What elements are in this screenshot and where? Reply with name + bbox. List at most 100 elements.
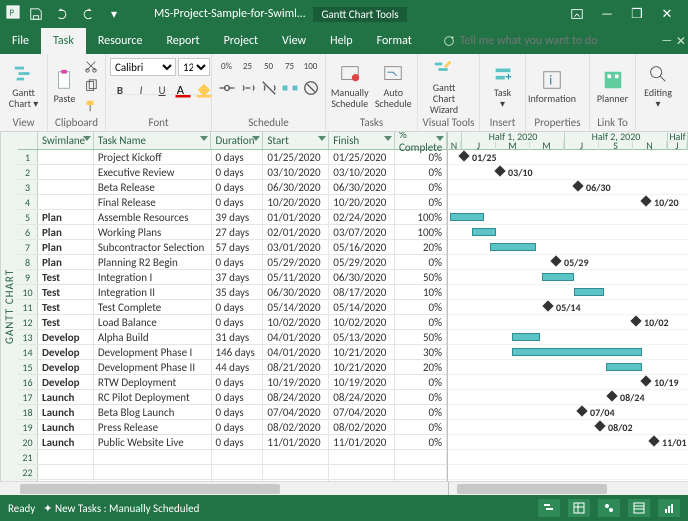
- table-row[interactable]: 16DevelopRTW Deployment0 days10/19/20201…: [18, 375, 447, 390]
- underline-button[interactable]: U: [152, 80, 172, 100]
- view-gantt-icon[interactable]: [538, 499, 560, 517]
- bold-button[interactable]: B: [110, 80, 130, 100]
- gantt-wizard-button[interactable]: Gantt Chart Wizard: [422, 56, 466, 116]
- manually-schedule-button[interactable]: Manually Schedule: [330, 56, 370, 116]
- table-row[interactable]: 15DevelopDevelopment Phase II44 days08/2…: [18, 360, 447, 375]
- table-row[interactable]: 21: [18, 450, 447, 465]
- tab-project[interactable]: Project: [212, 28, 270, 54]
- gantt-chart-button[interactable]: Gantt Chart ▾: [4, 56, 43, 116]
- format-painter-icon[interactable]: [81, 96, 101, 116]
- gantt-row[interactable]: [448, 360, 688, 375]
- table-row[interactable]: 17LaunchRC Pilot Deployment0 days08/24/2…: [18, 390, 447, 405]
- status-newtasks[interactable]: ✦ New Tasks : Manually Scheduled: [43, 502, 199, 515]
- maximize-button[interactable]: ❐: [622, 0, 652, 28]
- table-row[interactable]: 6PlanWorking Plans27 days02/01/202003/07…: [18, 225, 447, 240]
- table-row[interactable]: 4Final Release0 days10/20/202010/20/2020…: [18, 195, 447, 210]
- colhdr-finish[interactable]: Finish: [329, 132, 395, 149]
- colhdr-task-name[interactable]: Task Name: [94, 132, 212, 149]
- gantt-row[interactable]: 10/02: [448, 315, 688, 330]
- gantt-body[interactable]: 01/2503/1006/3010/20 05/29 05/1410/02 10/19…: [448, 150, 688, 481]
- view-resource-sheet-icon[interactable]: [628, 499, 650, 517]
- close-button[interactable]: ✕: [652, 0, 682, 28]
- gantt-row[interactable]: 11/01: [448, 435, 688, 450]
- gantt-row[interactable]: 08/02: [448, 420, 688, 435]
- colhdr-start[interactable]: Start: [263, 132, 329, 149]
- font-name-select[interactable]: Calibri: [110, 58, 176, 76]
- gantt-row[interactable]: 05/29: [448, 255, 688, 270]
- table-row[interactable]: 2Executive Review0 days03/10/202003/10/2…: [18, 165, 447, 180]
- horizontal-scrollbar[interactable]: [0, 481, 688, 495]
- gantt-row[interactable]: [448, 240, 688, 255]
- information-button[interactable]: iInformation: [530, 56, 574, 116]
- table-row[interactable]: 7PlanSubcontractor Selection57 days03/01…: [18, 240, 447, 255]
- gantt-row[interactable]: 07/04: [448, 405, 688, 420]
- inactivate-icon[interactable]: [301, 78, 321, 98]
- view-team-planner-icon[interactable]: [598, 499, 620, 517]
- ribbon-options-icon[interactable]: [562, 0, 592, 28]
- gantt-row[interactable]: [448, 330, 688, 345]
- table-row[interactable]: 1Project Kickoff0 days01/25/202001/25/20…: [18, 150, 447, 165]
- tab-view[interactable]: View: [270, 28, 318, 54]
- table-row[interactable]: 20LaunchPublic Website Live0 days11/01/2…: [18, 435, 447, 450]
- font-size-select[interactable]: 12: [178, 58, 210, 76]
- gantt-row[interactable]: 06/30: [448, 180, 688, 195]
- gantt-row[interactable]: [448, 285, 688, 300]
- split-task-icon[interactable]: [280, 78, 300, 98]
- redo-icon[interactable]: [78, 4, 98, 24]
- gantt-row[interactable]: [448, 210, 688, 225]
- table-row[interactable]: 22: [18, 465, 447, 480]
- tab-format[interactable]: Format: [365, 28, 424, 54]
- tab-file[interactable]: File: [0, 28, 41, 54]
- gantt-row[interactable]: 10/20: [448, 195, 688, 210]
- table-row[interactable]: 5PlanAssemble Resources39 days01/01/2020…: [18, 210, 447, 225]
- minimize-button[interactable]: —: [592, 0, 622, 28]
- select-all-corner[interactable]: [18, 132, 38, 149]
- pct50-button[interactable]: 50: [259, 56, 279, 76]
- auto-schedule-button[interactable]: Auto Schedule: [374, 56, 414, 116]
- pct0-button[interactable]: 0%: [217, 56, 237, 76]
- pct100-button[interactable]: 100: [301, 56, 321, 76]
- table-row[interactable]: 9TestIntegration I37 days05/11/202006/30…: [18, 270, 447, 285]
- colhdr-swimlane[interactable]: Swimlane: [38, 132, 94, 149]
- qat-dropdown-icon[interactable]: ▾: [104, 4, 124, 24]
- table-row[interactable]: 11TestTest Complete0 days05/14/202005/14…: [18, 300, 447, 315]
- tell-me-input[interactable]: [460, 34, 660, 48]
- tab-report[interactable]: Report: [154, 28, 211, 54]
- tab-task[interactable]: Task: [41, 28, 86, 54]
- respect-links-icon[interactable]: [217, 78, 237, 98]
- save-icon[interactable]: [26, 4, 46, 24]
- unlink-tasks-icon[interactable]: [259, 78, 279, 98]
- gantt-row[interactable]: [448, 270, 688, 285]
- colhdr-%-complete[interactable]: % Complete: [395, 132, 447, 149]
- table-row[interactable]: 8PlanPlanning R2 Begin0 days05/29/202005…: [18, 255, 447, 270]
- view-side-tab[interactable]: GANTT CHART: [0, 132, 18, 481]
- table-row[interactable]: 18LaunchBeta Blog Launch0 days07/04/2020…: [18, 405, 447, 420]
- gantt-row[interactable]: 01/25: [448, 150, 688, 165]
- gantt-row[interactable]: 08/24: [448, 390, 688, 405]
- gantt-row[interactable]: 03/10: [448, 165, 688, 180]
- mdi-minimize-button[interactable]: —: [660, 28, 674, 54]
- tab-resource[interactable]: Resource: [86, 28, 155, 54]
- gantt-row[interactable]: [448, 345, 688, 360]
- copy-icon[interactable]: [81, 76, 101, 96]
- fill-color-button[interactable]: [194, 80, 214, 100]
- undo-icon[interactable]: [52, 4, 72, 24]
- tell-me-box[interactable]: [424, 28, 660, 54]
- italic-button[interactable]: I: [131, 80, 151, 100]
- planner-button[interactable]: Planner: [594, 56, 631, 116]
- table-row[interactable]: 19LaunchPress Release0 days08/02/202008/…: [18, 420, 447, 435]
- table-row[interactable]: 14DevelopDevelopment Phase I146 days04/0…: [18, 345, 447, 360]
- gantt-row[interactable]: [448, 225, 688, 240]
- cut-icon[interactable]: [81, 56, 101, 76]
- gantt-row[interactable]: 05/14: [448, 300, 688, 315]
- paste-button[interactable]: Paste: [52, 56, 77, 116]
- pct25-button[interactable]: 25: [238, 56, 258, 76]
- link-tasks-icon[interactable]: [238, 78, 258, 98]
- table-row[interactable]: 13DevelopAlpha Build31 days04/01/202005/…: [18, 330, 447, 345]
- gantt-row[interactable]: 10/19: [448, 375, 688, 390]
- font-color-button[interactable]: A: [173, 80, 193, 100]
- table-row[interactable]: 3Beta Release0 days06/30/202006/30/20200…: [18, 180, 447, 195]
- insert-task-button[interactable]: Task ▾: [484, 56, 521, 116]
- editing-button[interactable]: Editing ▾: [640, 56, 676, 116]
- table-row[interactable]: 23: [18, 480, 447, 481]
